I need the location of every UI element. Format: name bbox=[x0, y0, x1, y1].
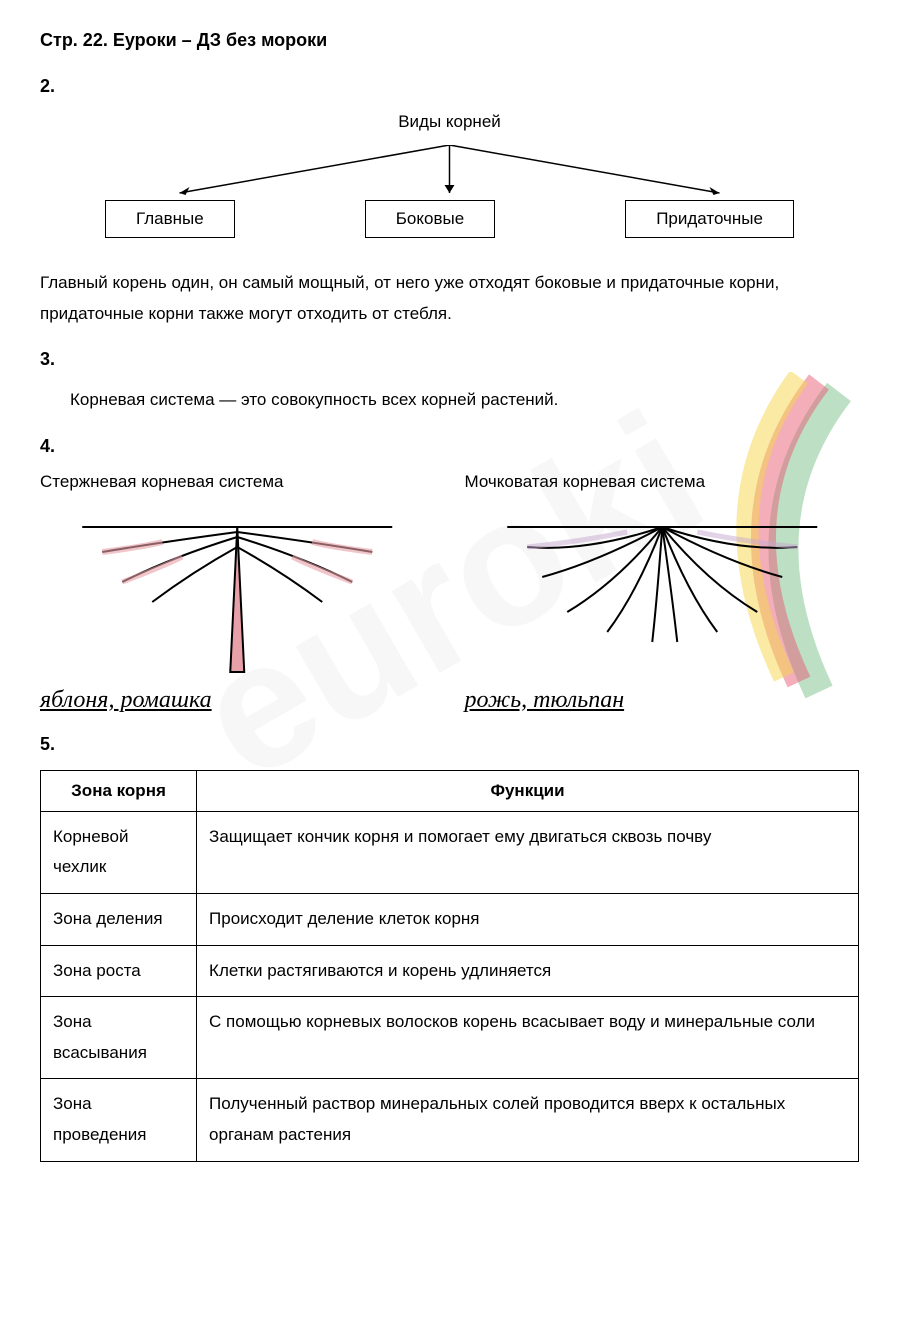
root-zones-table: Зона корня Функции Корневой чехлик Защищ… bbox=[40, 770, 859, 1162]
taproot-examples: яблоня, ромашка bbox=[40, 687, 435, 714]
fibrous-examples: рожь, тюльпан bbox=[465, 687, 860, 714]
table-cell: Защищает кончик корня и помогает ему дви… bbox=[197, 811, 859, 893]
root-systems-container: Стержневая корневая система яб bbox=[40, 472, 859, 714]
taproot-title: Стержневая корневая система bbox=[40, 472, 435, 492]
page-header: Стр. 22. Еуроки – ДЗ без мороки bbox=[40, 30, 859, 51]
question-5-number: 5. bbox=[40, 734, 859, 755]
table-row: Зона роста Клетки растягиваются и корень… bbox=[41, 945, 859, 997]
q2-text: Главный корень один, он самый мощный, от… bbox=[40, 268, 859, 329]
taproot-drawing bbox=[40, 502, 435, 682]
root-types-diagram: Виды корней Главные Боковые Придаточные bbox=[40, 112, 859, 238]
fibrous-drawing bbox=[465, 502, 860, 682]
table-cell: Зона проведения bbox=[41, 1079, 197, 1161]
box-main-roots: Главные bbox=[105, 200, 235, 238]
table-header-zone: Зона корня bbox=[41, 770, 197, 811]
table-cell: Корневой чехлик bbox=[41, 811, 197, 893]
diagram-arrows bbox=[40, 145, 859, 195]
table-cell: Клетки растягиваются и корень удлиняется bbox=[197, 945, 859, 997]
table-header-function: Функции bbox=[197, 770, 859, 811]
fibrous-title: Мочковатая корневая система bbox=[465, 472, 860, 492]
table-row: Зона проведения Полученный раствор минер… bbox=[41, 1079, 859, 1161]
table-cell: Зона всасывания bbox=[41, 997, 197, 1079]
table-cell: С помощью корневых волосков корень всасы… bbox=[197, 997, 859, 1079]
taproot-system: Стержневая корневая система яб bbox=[40, 472, 435, 714]
fibrous-system: Мочковатая корневая система bbox=[465, 472, 860, 714]
question-3-number: 3. bbox=[40, 349, 859, 370]
diagram-title: Виды корней bbox=[398, 112, 501, 132]
question-2-number: 2. bbox=[40, 76, 859, 97]
q3-text: Корневая система — это совокупность всех… bbox=[40, 385, 859, 416]
table-row: Зона деления Происходит деление клеток к… bbox=[41, 893, 859, 945]
table-cell: Зона роста bbox=[41, 945, 197, 997]
table-row: Зона всасывания С помощью корневых волос… bbox=[41, 997, 859, 1079]
question-4-number: 4. bbox=[40, 436, 859, 457]
box-adventitious-roots: Придаточные bbox=[625, 200, 794, 238]
table-cell: Полученный раствор минеральных солей про… bbox=[197, 1079, 859, 1161]
table-row: Корневой чехлик Защищает кончик корня и … bbox=[41, 811, 859, 893]
table-cell: Зона деления bbox=[41, 893, 197, 945]
table-cell: Происходит деление клеток корня bbox=[197, 893, 859, 945]
box-lateral-roots: Боковые bbox=[365, 200, 495, 238]
